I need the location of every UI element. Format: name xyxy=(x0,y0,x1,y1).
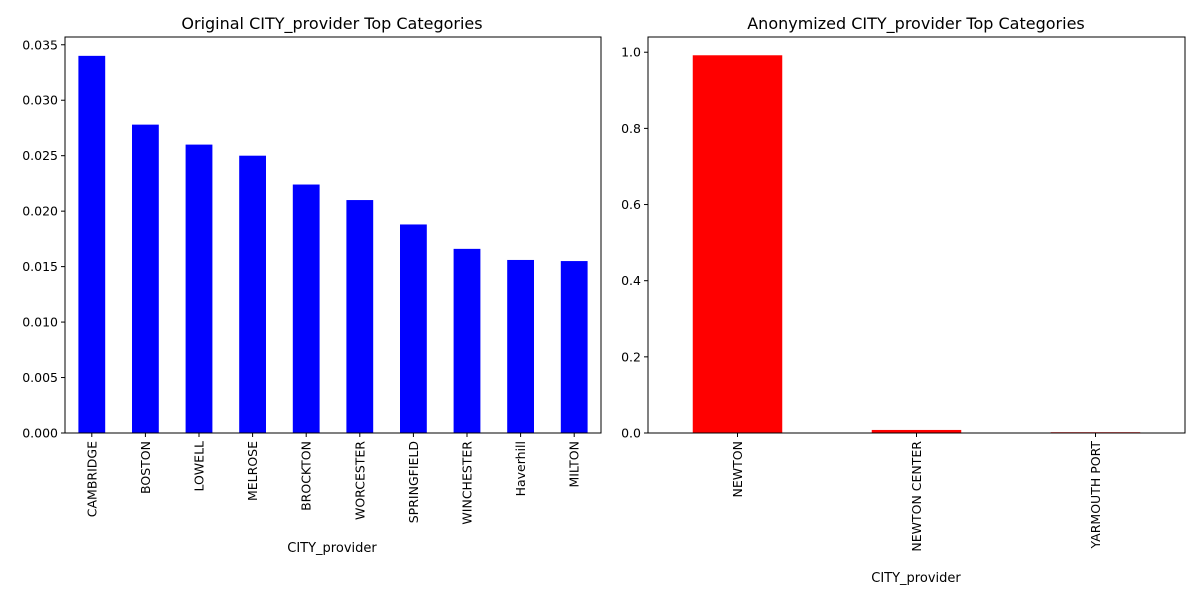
right-chart-title: Anonymized CITY_provider Top Categories xyxy=(747,14,1085,34)
left-x-tick-label-1: BOSTON xyxy=(138,441,153,494)
left-bar-4 xyxy=(292,184,320,433)
left-x-axis-label: CITY_provider xyxy=(287,541,377,556)
left-bar-2 xyxy=(185,144,213,434)
right-y-tick-label-5: 1.0 xyxy=(621,45,641,60)
right-x-tick-label-0: NEWTON xyxy=(730,441,745,497)
right-y-tick-label-2: 0.4 xyxy=(621,273,641,288)
left-y-tick-label-7: 0.035 xyxy=(22,37,58,52)
right-y-tick-label-0: 0.0 xyxy=(621,426,641,441)
left-y-tick-label-5: 0.025 xyxy=(22,148,58,163)
right-x-axis-label: CITY_provider xyxy=(871,571,961,586)
left-x-tick-label-3: MELROSE xyxy=(245,441,260,501)
left-x-tick-label-6: SPRINGFIELD xyxy=(406,441,421,523)
right-y-tick-label-1: 0.2 xyxy=(621,349,641,364)
left-bar-6 xyxy=(400,224,427,433)
left-bar-0 xyxy=(78,55,106,433)
left-bar-8 xyxy=(507,259,534,433)
right-y-tick-label-4: 0.8 xyxy=(621,121,641,136)
right-y-tick-label-3: 0.6 xyxy=(621,197,641,212)
left-bar-9 xyxy=(560,261,588,433)
left-bar-5 xyxy=(346,200,374,433)
right-plot-area: 0.0 0.2 0.4 0.6 0.8 1.0 NEWTON NEWTON CENTER YAR… xyxy=(621,36,1186,552)
left-x-tick-label-0: CAMBRIDGE xyxy=(84,441,99,517)
right-bar-1 xyxy=(871,429,962,433)
left-y-tick-label-2: 0.010 xyxy=(22,315,58,330)
left-x-tick-label-4: BROCKTON xyxy=(299,441,314,511)
left-y-tick-label-1: 0.005 xyxy=(22,370,58,385)
left-x-tick-label-7: WINCHESTER xyxy=(460,441,475,525)
left-x-tick-label-5: WORCESTER xyxy=(352,441,367,520)
left-y-tick-label-0: 0.000 xyxy=(22,426,58,441)
left-bar-7 xyxy=(453,248,481,433)
left-bar-3 xyxy=(239,155,266,433)
right-bar-0 xyxy=(692,55,783,434)
left-x-tick-label-9: MILTON xyxy=(567,441,582,488)
left-chart-title: Original CITY_provider Top Categories xyxy=(181,14,482,34)
left-x-tick-label-8: Haverhill xyxy=(513,441,528,496)
left-y-tick-label-4: 0.020 xyxy=(22,204,58,219)
left-y-tick-label-3: 0.015 xyxy=(22,259,58,274)
left-y-tick-label-6: 0.030 xyxy=(22,93,58,108)
left-plot-area: 0.000 0.005 0.010 0.015 0.020 0.025 0.030 0.035… xyxy=(22,36,602,525)
left-bar-1 xyxy=(132,124,159,433)
right-x-tick-label-1: NEWTON CENTER xyxy=(909,441,924,552)
left-x-tick-label-2: LOWELL xyxy=(192,441,207,492)
right-x-tick-label-2: YARMOUTH PORT xyxy=(1088,441,1103,550)
left-axes-frame xyxy=(64,36,602,434)
